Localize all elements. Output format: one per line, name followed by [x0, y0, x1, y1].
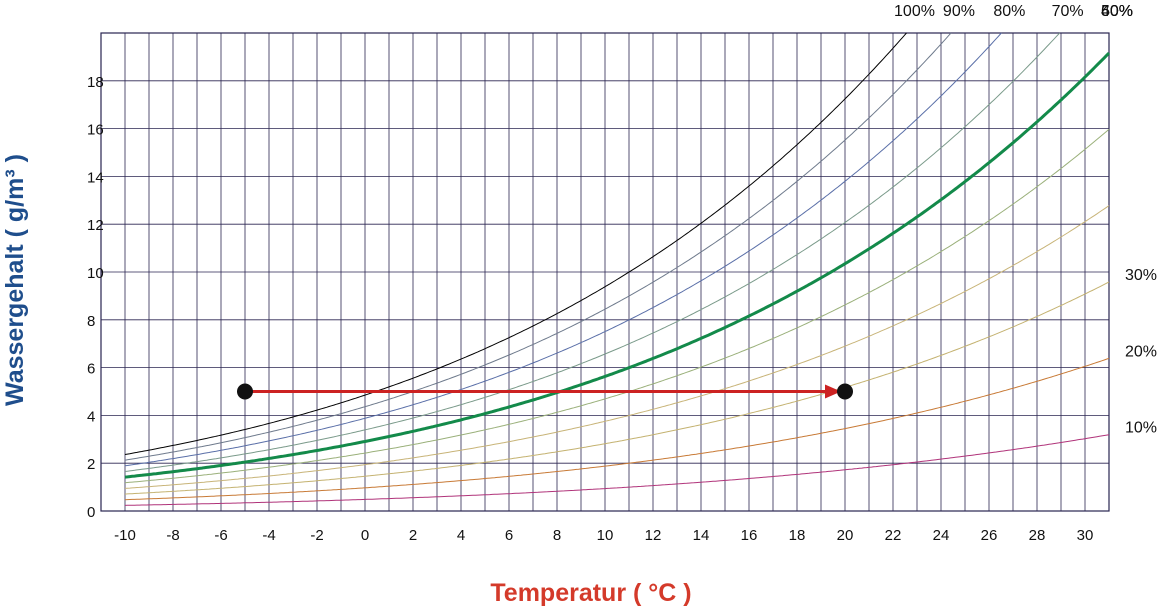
rh-label-10: 10% — [1125, 420, 1157, 437]
y-tick-label: 12 — [87, 217, 104, 234]
x-axis-title: Temperatur ( °C ) — [490, 579, 691, 607]
x-tick-label: 16 — [741, 527, 758, 544]
x-tick-label: 12 — [645, 527, 662, 544]
rh-curve-80 — [124, 32, 1002, 467]
x-tick-label: 28 — [1029, 527, 1046, 544]
rh-label-40: 40% — [1101, 3, 1133, 20]
x-tick-label: -2 — [310, 527, 323, 544]
x-tick-label: 8 — [553, 527, 561, 544]
x-tick-label: 10 — [597, 527, 614, 544]
rh-label-50: 50% — [1101, 3, 1133, 20]
rh-labels: 100% 90% 80% 70% 60%50%40% 30% 20% 10% — [894, 3, 1157, 437]
x-tick-label: 18 — [789, 527, 806, 544]
rh-curve-100 — [124, 32, 907, 455]
annotation-start-point — [237, 383, 253, 400]
grid — [100, 32, 1110, 512]
x-tick-label: -10 — [114, 527, 136, 544]
x-tick-label: 2 — [409, 527, 417, 544]
rh-curve-20 — [124, 357, 1110, 501]
rh-label-80: 80% — [993, 3, 1025, 20]
rh-label-60: 60% — [1101, 3, 1133, 20]
x-tick-label: 20 — [837, 527, 854, 544]
x-tick-label: 4 — [457, 527, 465, 544]
y-tick-label: 6 — [87, 361, 95, 378]
rh-label-20: 20% — [1125, 343, 1157, 360]
rh-curve-60 — [124, 51, 1111, 479]
rh-label-100: 100% — [894, 3, 935, 20]
rh-curve-50 — [124, 128, 1110, 484]
x-tick-label: 24 — [933, 527, 950, 544]
rh-label-70: 70% — [1052, 3, 1084, 20]
y-axis-title: Wassergehalt ( g/m³ ) — [1, 154, 29, 406]
x-tick-label: 6 — [505, 527, 513, 544]
tick-labels: -10 -8 -6 -4 -2 0 2 4 6 8 10 12 14 16 18 20 22 24 26 28 3002… — [87, 74, 1093, 544]
annotation-end-point — [837, 383, 853, 400]
rh-curve-10 — [124, 434, 1110, 506]
y-tick-label: 16 — [87, 122, 104, 139]
x-tick-label: 26 — [981, 527, 998, 544]
x-tick-label: -8 — [166, 527, 179, 544]
rh-curve-70 — [124, 32, 1060, 472]
rh-label-90: 90% — [943, 3, 975, 20]
y-tick-label: 2 — [87, 456, 95, 473]
rh-curve-90 — [124, 32, 952, 461]
rh-curve-40 — [124, 205, 1110, 489]
x-tick-label: -4 — [262, 527, 275, 544]
rh-curve-30 — [124, 281, 1110, 495]
y-tick-label: 14 — [87, 169, 104, 186]
rh-label-30: 30% — [1125, 267, 1157, 284]
annotation-arrow-head — [825, 384, 841, 399]
x-tick-label: -6 — [214, 527, 227, 544]
rh-curves — [124, 32, 1111, 506]
annotation — [237, 383, 853, 400]
x-tick-label: 30 — [1077, 527, 1094, 544]
y-tick-label: 10 — [87, 265, 104, 282]
y-tick-label: 0 — [87, 504, 95, 521]
y-tick-label: 18 — [87, 74, 104, 91]
y-tick-label: 8 — [87, 313, 95, 330]
x-tick-label: 0 — [361, 527, 369, 544]
x-tick-label: 14 — [693, 527, 710, 544]
y-tick-label: 4 — [87, 408, 95, 425]
x-tick-label: 22 — [885, 527, 902, 544]
